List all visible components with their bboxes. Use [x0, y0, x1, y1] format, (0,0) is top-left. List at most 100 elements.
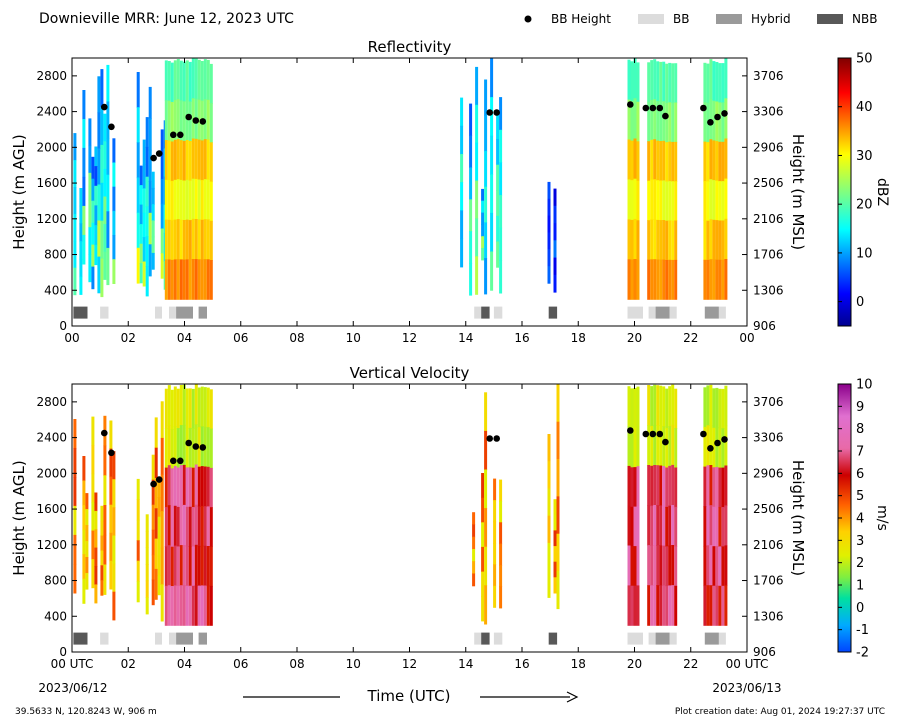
velocity-colorbar-label: m/s — [874, 505, 890, 531]
heatmap-cell — [197, 99, 201, 141]
heatmap-cell — [182, 424, 186, 466]
heatmap-cell — [88, 118, 92, 147]
heatmap-cell — [73, 448, 77, 478]
heatmap-cell — [179, 385, 183, 426]
heatmap-cell — [633, 218, 637, 260]
legend-label: Hybrid — [751, 12, 791, 26]
heatmap-cell — [191, 259, 195, 300]
heatmap-cell — [469, 199, 473, 232]
heatmap-cell — [151, 454, 155, 481]
heatmap-cell — [157, 516, 161, 537]
heatmap-cell — [647, 425, 651, 466]
heatmap-cell — [656, 425, 660, 466]
bb-height-point — [108, 449, 115, 457]
heatmap-cell — [636, 426, 640, 467]
x-tick-label: 12 — [402, 331, 417, 345]
heatmap-cell — [142, 164, 146, 189]
heatmap-cell — [182, 504, 186, 546]
heatmap-cell — [481, 224, 485, 237]
heatmap-cell — [630, 467, 634, 508]
heatmap-cell — [662, 386, 666, 427]
heatmap-cell — [173, 505, 177, 547]
heatmap-cell — [718, 428, 722, 469]
heatmap-cell — [469, 263, 473, 296]
heatmap-cell — [627, 259, 631, 300]
bb-height-point — [656, 104, 664, 112]
heatmap-cell — [209, 428, 213, 469]
heatmap-cell — [484, 546, 488, 586]
heatmap-cell — [200, 386, 204, 427]
heatmap-cell — [206, 585, 210, 626]
heatmap-cell — [145, 146, 149, 178]
heatmap-cell — [712, 506, 716, 547]
y-tick-label: 2000 — [36, 140, 67, 154]
heatmap-cell — [659, 425, 663, 467]
heatmap-cell — [185, 140, 189, 181]
heatmap-cell — [703, 585, 707, 626]
heatmap-cell — [715, 506, 719, 547]
heatmap-cell — [553, 514, 557, 531]
legend-swatch — [716, 14, 742, 24]
heatmap-cell — [662, 505, 666, 547]
heatmap-cell — [659, 61, 663, 103]
heatmap-cell — [176, 506, 180, 547]
heatmap-cell — [151, 171, 155, 189]
heatmap-cell — [547, 181, 551, 200]
heatmap-cell — [197, 506, 201, 547]
heatmap-cell — [167, 385, 171, 426]
heatmap-cell — [627, 386, 631, 427]
heatmap-cell — [148, 212, 152, 245]
heatmap-cell — [709, 59, 713, 100]
y-right-tick-label: 1306 — [753, 283, 784, 297]
heatmap-cell — [209, 546, 213, 587]
heatmap-cell — [636, 545, 640, 587]
heatmap-cell — [630, 180, 634, 221]
heatmap-cell — [203, 545, 207, 587]
y-tick-label: 1600 — [36, 176, 67, 190]
heatmap-cell — [203, 466, 207, 507]
heatmap-cell — [633, 138, 637, 180]
heatmap-cell — [173, 585, 177, 626]
heatmap-cell — [703, 426, 707, 468]
heatmap-cell — [179, 505, 183, 546]
heatmap-cell — [145, 547, 149, 565]
reflectivity-panel: Reflectivity0400800120016002000240028009… — [10, 38, 807, 345]
heatmap-cell — [176, 219, 180, 260]
heatmap-cell — [724, 425, 728, 467]
bb-height-point — [177, 457, 184, 465]
heatmap-cell — [206, 546, 210, 587]
heatmap-cell — [194, 464, 198, 506]
heatmap-cell — [659, 585, 663, 626]
heatmap-cell — [185, 506, 189, 547]
bb-type-hybrid — [176, 632, 193, 645]
heatmap-cell — [145, 117, 149, 148]
bb-height-point — [185, 113, 192, 121]
heatmap-cell — [490, 97, 494, 137]
bb-height-point — [662, 438, 669, 446]
heatmap-cell — [469, 231, 473, 264]
heatmap-cell — [106, 138, 110, 176]
heatmap-cell — [82, 529, 86, 555]
bb-type-nbb — [73, 306, 88, 319]
heatmap-cell — [209, 260, 213, 300]
heatmap-cell — [706, 545, 710, 586]
heatmap-cell — [636, 101, 640, 142]
heatmap-cell — [185, 60, 189, 101]
heatmap-cell — [82, 119, 86, 149]
heatmap-cell — [97, 148, 101, 186]
heatmap-cell — [709, 505, 713, 546]
heatmap-cell — [706, 63, 710, 104]
heatmap-cell — [112, 507, 116, 536]
heatmap-cell — [91, 502, 95, 532]
heatmap-cell — [88, 172, 92, 201]
heatmap-cell — [484, 150, 488, 188]
heatmap-cell — [170, 220, 174, 261]
colorbar-tick-label: 8 — [856, 422, 864, 437]
heatmap-cell — [139, 243, 143, 264]
heatmap-cell — [164, 60, 168, 101]
heatmap-cell — [206, 99, 210, 141]
heatmap-cell — [112, 451, 116, 480]
heatmap-cell — [173, 545, 177, 586]
heatmap-cell — [721, 585, 725, 626]
heatmap-cell — [721, 141, 725, 182]
